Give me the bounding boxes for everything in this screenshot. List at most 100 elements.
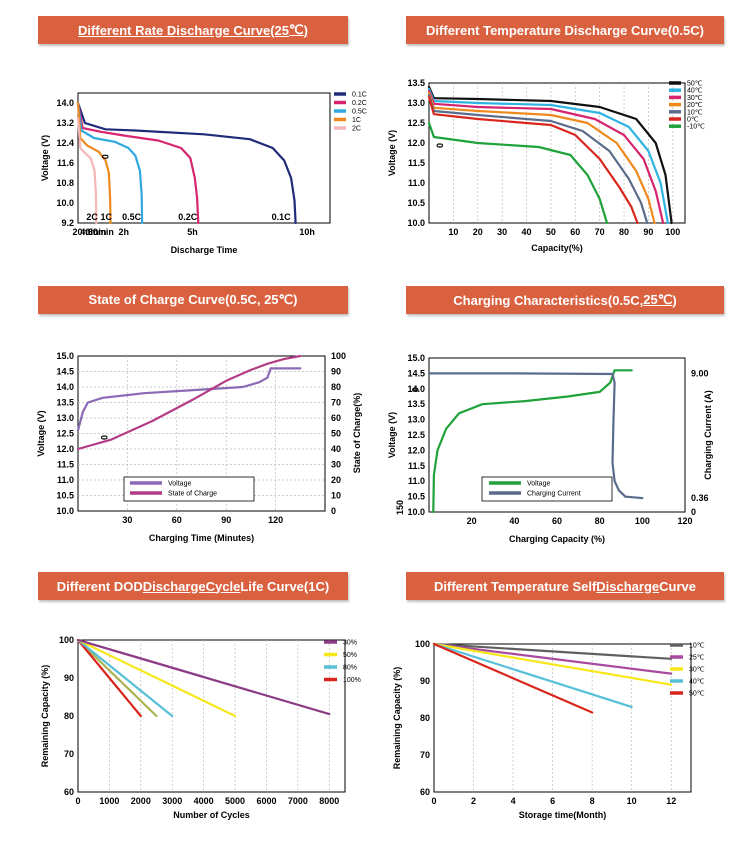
x-tick-label: 120	[677, 516, 692, 526]
x-tick-label: 1000	[99, 796, 119, 806]
y2-tick-label: 0.36	[691, 493, 709, 503]
y-tick-label: 12.5	[56, 429, 74, 439]
series-line	[76, 638, 237, 718]
series-line	[427, 95, 639, 225]
self-discharge-chart: 60 70 80 90 100 0 2 4 6 8 10 12 Storage time(Month) R…	[392, 639, 705, 820]
series-line	[76, 101, 297, 225]
stray-label: 150	[395, 500, 405, 515]
x-tick-label: 40min	[80, 227, 106, 237]
y2-tick-label: 0	[691, 507, 696, 517]
temp-title-text: Different Temperature Discharge Curve(0.…	[426, 22, 704, 38]
x-tick-label: 2000	[131, 796, 151, 806]
legend-label: Charging Current	[527, 491, 581, 498]
soc-title: State of Charge Curve(0.5C, 25℃)	[38, 286, 348, 314]
y-tick-label: 13.5	[407, 78, 425, 88]
series-line	[76, 638, 174, 718]
x-tick-label: 100	[635, 516, 650, 526]
y-tick-label: 13.0	[407, 415, 425, 425]
y-tick-label: 10.0	[407, 507, 425, 517]
legend-label: 0.5C	[352, 109, 367, 116]
x-tick-label: 60	[570, 227, 580, 237]
x-tick-label: 60min	[88, 227, 114, 237]
x-tick-label: 8	[590, 796, 595, 806]
series-line	[432, 642, 673, 686]
y-tick-label: 14.0	[407, 384, 425, 394]
x-tick-label: 8000	[319, 796, 339, 806]
rate-title-part: Different Rate Discharge Curve(25	[78, 22, 289, 38]
y2-tick-label: 60	[331, 413, 341, 423]
y-tick-label: 12.0	[407, 138, 425, 148]
y2-axis-label: State of Charge(%)	[352, 393, 362, 474]
series-line	[76, 101, 200, 225]
legend-label: 1C	[352, 117, 361, 124]
y-tick-label: 11.5	[57, 460, 74, 470]
y-tick-label: 11.0	[57, 475, 74, 485]
x-tick-label: 40	[509, 516, 519, 526]
charging-title-part: Charging Characteristics(0.5C,	[453, 292, 644, 308]
x-tick-label: 10	[448, 227, 458, 237]
x-tick-label: 20min	[73, 227, 99, 237]
y-axis-label: Remaining Capacity (%)	[392, 667, 402, 770]
series-line	[427, 372, 644, 500]
y2-tick-label: 30	[331, 460, 341, 470]
y-tick-label: 10.0	[407, 218, 425, 228]
x-tick-label: 60	[552, 516, 562, 526]
y-tick-label: 13.5	[56, 398, 74, 408]
x-tick-label: 90	[643, 227, 653, 237]
y2-tick-label: 50	[331, 429, 341, 439]
stray-label: 0	[434, 143, 444, 148]
dod-title-part: Cycle	[205, 578, 241, 594]
charging-characteristics-chart: 10.0 10.5 11.0 11.5 12.0 12.5 13.0 13.5 14.0 14.5…	[387, 353, 713, 544]
legend-label: 100%	[343, 677, 361, 684]
x-tick-label: 0	[431, 796, 436, 806]
y-tick-label: 13.5	[407, 399, 425, 409]
series-line	[432, 642, 673, 660]
x-tick-label: 80	[595, 516, 605, 526]
selfdis-title: Different Temperature Self Discharge Cur…	[406, 572, 724, 600]
x-tick-label: 2	[471, 796, 476, 806]
curve-annotation: 0.2C	[178, 212, 198, 222]
legend-label: Voltage	[168, 481, 191, 488]
y-tick-label: 14.5	[56, 367, 74, 377]
plot-frame	[77, 92, 331, 224]
legend-label: 40℃	[689, 679, 705, 686]
state-of-charge-chart: 10.0 10.5 11.0 11.5 12.0 12.5 13.0 13.5 14.0 14.5…	[36, 351, 362, 543]
y-tick-label: 10.0	[56, 506, 74, 516]
x-tick-label: 50	[546, 227, 556, 237]
y-tick-label: 80	[420, 713, 430, 723]
y2-tick-label: 40	[331, 444, 341, 454]
series-line	[76, 638, 142, 718]
plot-frame	[428, 82, 686, 224]
y-tick-label: 12.0	[407, 445, 425, 455]
y2-tick-label: 9.00	[691, 368, 709, 378]
y2-axis-label: Charging Current (A)	[703, 390, 713, 480]
y-tick-label: 10.5	[407, 198, 425, 208]
x-tick-label: 5h	[187, 227, 198, 237]
y-tick-label: 11.0	[408, 178, 425, 188]
y-tick-label: 70	[64, 749, 74, 759]
y-tick-label: 12.0	[56, 444, 74, 454]
x-tick-label: 90	[221, 515, 231, 525]
y-tick-label: 11.5	[408, 158, 425, 168]
legend-box	[481, 476, 613, 502]
y-axis-label: Voltage (V)	[36, 410, 46, 456]
rate-title-part: )	[303, 22, 308, 38]
x-tick-label: 60	[172, 515, 182, 525]
y-tick-label: 12.5	[407, 118, 425, 128]
x-axis-label: Charging Time (Minutes)	[149, 533, 254, 543]
legend-label: State of Charge	[168, 491, 217, 498]
curve-annotation: 2C	[86, 212, 98, 222]
x-tick-label: 12	[666, 796, 676, 806]
y-tick-label: 90	[420, 676, 430, 686]
dod-title: Different DOD Discharge Cycle Life Curve…	[38, 572, 348, 600]
y-tick-label: 13.2	[56, 118, 74, 128]
y-tick-label: 80	[64, 711, 74, 721]
curve-annotation: 0.1C	[272, 212, 292, 222]
x-tick-label: 6	[550, 796, 555, 806]
legend-label: 10℃	[687, 109, 703, 116]
y-tick-label: 100	[59, 635, 74, 645]
legend-label: 25℃	[689, 655, 705, 662]
legend-label: 10℃	[689, 643, 705, 650]
x-tick-label: 10	[627, 796, 637, 806]
